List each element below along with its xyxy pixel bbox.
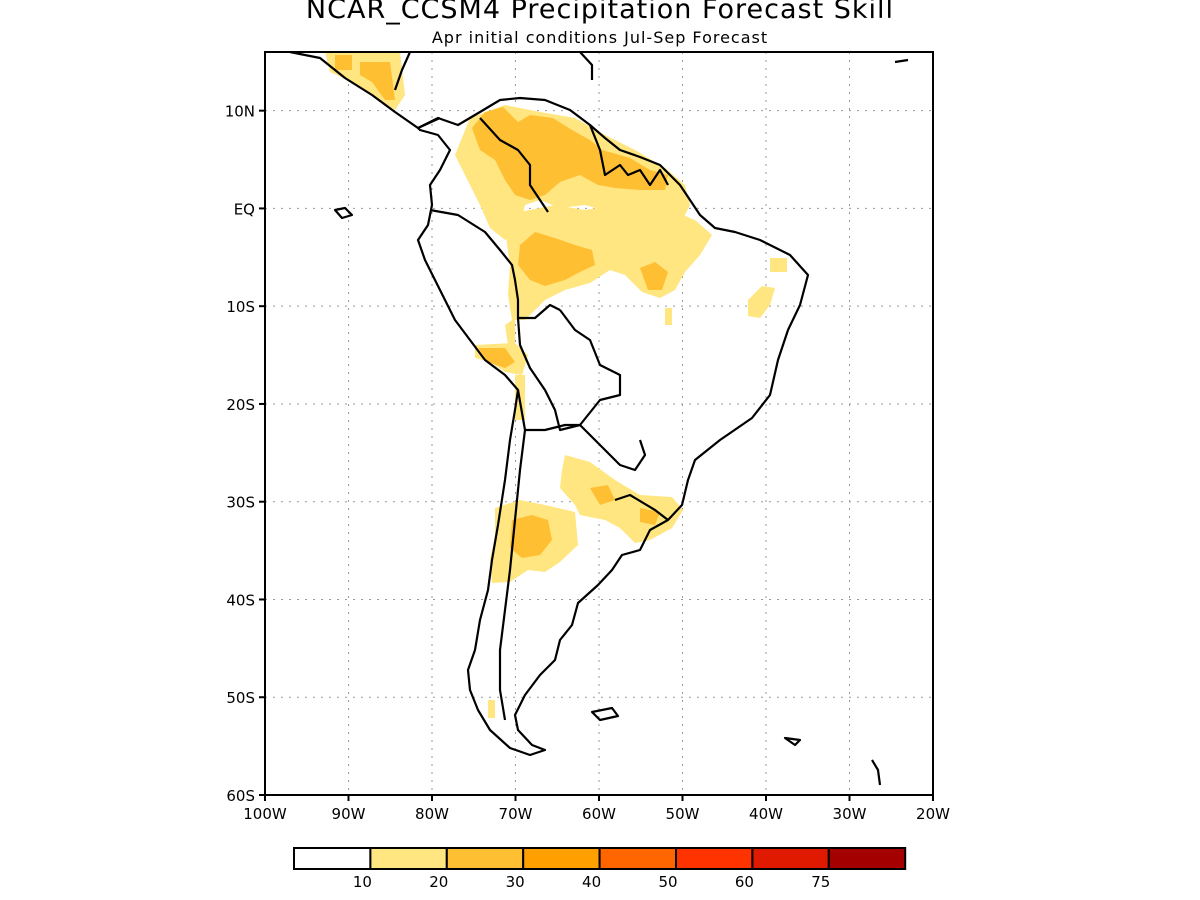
lon-tick-label: 60W <box>582 805 616 823</box>
lon-tick-label: 40W <box>749 805 783 823</box>
shade-amazon2-md <box>640 262 668 290</box>
lat-tick-label: 20S <box>226 396 255 414</box>
lon-tick-label: 100W <box>243 805 287 823</box>
lat-tick-label: 60S <box>226 787 255 805</box>
legend-label: 75 <box>811 873 830 891</box>
islands-caribbean <box>579 52 909 80</box>
shade-amazon-lt <box>505 202 712 320</box>
islands-sandwich <box>871 759 882 786</box>
lat-tick-label: EQ <box>234 200 255 218</box>
legend-swatch <box>827 847 907 870</box>
islands-falklands <box>590 706 620 722</box>
lon-tick-label: 20W <box>916 805 950 823</box>
shade-ne2-lt <box>748 286 775 318</box>
shade-uruguay-md <box>640 508 660 525</box>
lat-tick-label: 30S <box>226 494 255 512</box>
shade-ne-lt <box>770 258 787 272</box>
lon-tick-label: 80W <box>415 805 449 823</box>
border-paraguay <box>579 424 647 472</box>
lon-tick-label: 70W <box>499 805 533 823</box>
shade-patagonia-lt <box>488 700 495 718</box>
border-colombia-venezuela <box>479 117 549 213</box>
legend-swatch <box>598 847 677 870</box>
legend-colorbar: 10 20 30 40 50 60 75 <box>293 847 907 891</box>
chart-title: NCAR_CCSM4 Precipitation Forecast Skill <box>305 0 895 25</box>
shade-andes-lt <box>505 318 515 345</box>
lon-tick-label: 90W <box>332 805 366 823</box>
legend-label: 50 <box>658 873 677 891</box>
legend-label: 30 <box>506 873 525 891</box>
shade-ne3-lt <box>665 308 672 325</box>
border-peru-brazil <box>429 208 561 320</box>
shade-centralam2-md <box>360 62 395 100</box>
lon-tick-label: 30W <box>833 805 867 823</box>
skill-shading-20-30 <box>335 55 668 558</box>
legend-label: 60 <box>735 873 754 891</box>
border-bolivia <box>516 309 622 432</box>
lat-tick-label: 50S <box>226 689 255 707</box>
shade-chaco-md <box>590 485 615 505</box>
shade-amazon-md <box>518 232 595 286</box>
shade-argentina-md <box>510 515 552 558</box>
chart-subtitle: Apr initial conditions Jul-Sep Forecast <box>431 28 769 47</box>
shade-peru-md <box>478 348 515 368</box>
legend-label: 20 <box>429 873 448 891</box>
islands-sgeorgia <box>783 736 802 747</box>
border-chile-argentina <box>498 389 527 721</box>
border-guianas <box>588 124 669 187</box>
legend-swatch <box>445 847 525 870</box>
shade-centralam-md <box>335 55 352 70</box>
shade-north-md <box>472 107 668 200</box>
lat-tick-label: 10N <box>225 103 255 121</box>
lon-tick-label: 50W <box>666 805 700 823</box>
legend-swatch <box>522 847 601 870</box>
central-america-coast <box>289 52 441 130</box>
legend-swatch <box>369 847 448 870</box>
legend-swatch <box>293 847 372 870</box>
legend-label: 10 <box>353 873 372 891</box>
coastline-and-borders <box>289 52 909 786</box>
border-uruguay <box>614 493 669 521</box>
legend-label: 40 <box>582 873 601 891</box>
south-america-coastline <box>416 96 810 757</box>
border-argentina-north <box>525 423 580 432</box>
lat-tick-label: 10S <box>226 298 255 316</box>
legend-swatch <box>751 847 830 870</box>
islands-galapagos <box>333 206 354 220</box>
lat-tick-label: 40S <box>226 591 255 609</box>
legend-swatch <box>675 847 754 870</box>
